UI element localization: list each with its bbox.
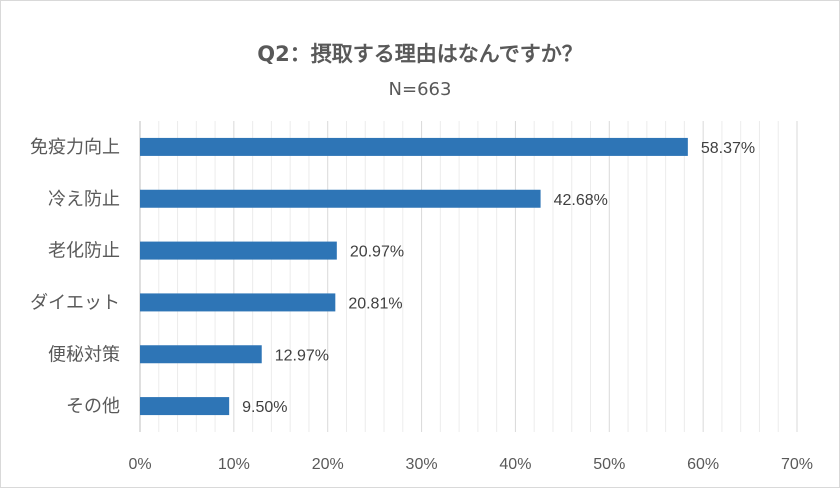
- data-label: 58.37%: [701, 140, 755, 157]
- x-tick-label: 70%: [781, 456, 813, 473]
- x-tick-label: 30%: [406, 456, 438, 473]
- category-label: 便秘対策: [48, 344, 120, 365]
- x-tick-label: 20%: [312, 456, 344, 473]
- data-label: 20.81%: [348, 295, 402, 312]
- data-label: 12.97%: [275, 347, 329, 364]
- data-label: 9.50%: [242, 399, 287, 416]
- chart-subtitle: N=663: [388, 79, 452, 100]
- bar: [140, 345, 262, 364]
- x-tick-label: 50%: [593, 456, 625, 473]
- category-label: 老化防止: [48, 241, 120, 262]
- category-label: ダイエット: [30, 292, 120, 313]
- x-tick-label: 60%: [687, 456, 719, 473]
- data-label: 20.97%: [350, 244, 404, 261]
- x-tick-label: 40%: [499, 456, 531, 473]
- bar: [140, 397, 230, 416]
- x-tick-label: 0%: [128, 456, 151, 473]
- x-tick-label: 10%: [218, 456, 250, 473]
- bar: [140, 241, 337, 260]
- bar: [140, 137, 688, 156]
- data-label: 42.68%: [554, 192, 608, 209]
- bar: [140, 189, 541, 208]
- category-label: その他: [66, 396, 120, 417]
- bar: [140, 293, 336, 312]
- category-label: 免疫力向上: [30, 137, 120, 158]
- chart-title: Q2：摂取する理由はなんですか？: [257, 42, 583, 66]
- category-label: 冷え防止: [48, 189, 120, 210]
